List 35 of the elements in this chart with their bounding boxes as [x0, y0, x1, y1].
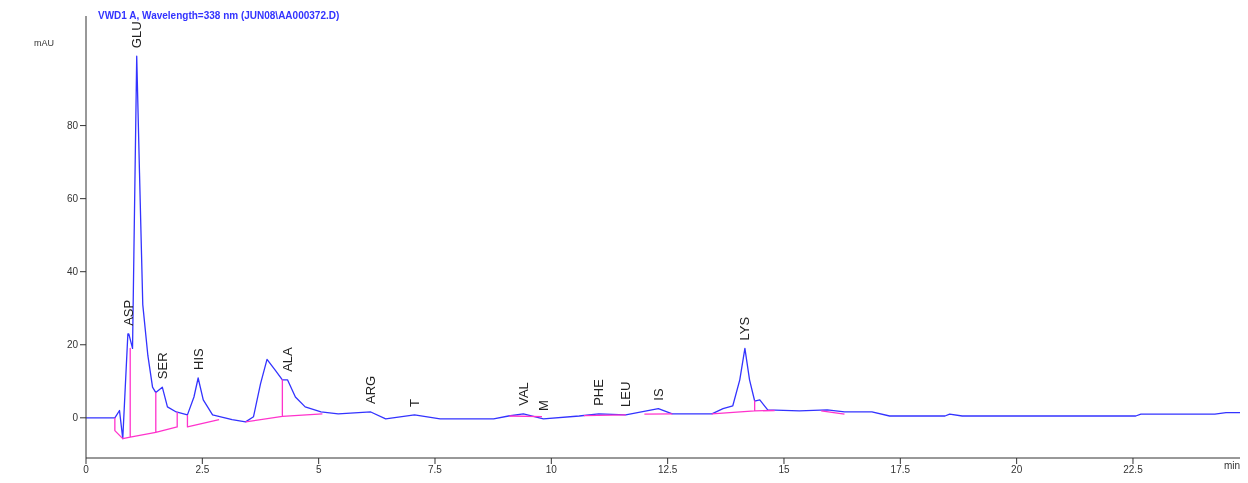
annotation: LYS	[737, 316, 753, 341]
line-series	[114, 347, 178, 440]
annotation: VAL	[515, 382, 531, 406]
annotation: M	[535, 400, 551, 411]
annotation: HIS	[190, 348, 206, 370]
annotation: PHE	[591, 378, 607, 406]
annotation: ARG	[363, 375, 379, 404]
y-axis-title: mAU	[34, 38, 54, 48]
y-tick-label: 20	[66, 339, 79, 351]
x-tick-label: 10	[545, 464, 558, 476]
annotation: SER	[154, 352, 170, 380]
annotation: ASP	[121, 299, 137, 326]
annotation: GLU	[129, 21, 145, 49]
y-tick-label: 60	[66, 193, 79, 205]
x-tick-label: 20	[1011, 464, 1023, 476]
x-axis-title: min	[1223, 460, 1240, 471]
chart-title: VWD1 A, Wavelength=338 nm (JUN08\AA000372.D)	[98, 10, 340, 21]
x-tick-label: 22.5	[1123, 464, 1144, 476]
line-series	[86, 55, 1240, 440]
x-tick-label: 5	[315, 464, 322, 476]
x-tick-label: 12.5	[657, 464, 678, 476]
annotation: ALA	[279, 346, 295, 372]
line-series	[711, 400, 776, 415]
y-tick-label: 40	[66, 266, 79, 278]
x-tick-label: 15	[778, 464, 790, 476]
line-series	[244, 379, 324, 423]
x-tick-label: 0	[83, 464, 90, 476]
annotation: LEU	[618, 381, 634, 407]
x-tick-label: 7.5	[428, 464, 443, 476]
x-tick-label: 2.5	[195, 464, 210, 476]
x-tick-label: 17.5	[890, 464, 911, 476]
y-tick-label: 80	[66, 120, 79, 132]
annotation: IS	[650, 388, 666, 401]
y-tick-label: 0	[72, 412, 79, 424]
annotation: T	[407, 398, 423, 407]
